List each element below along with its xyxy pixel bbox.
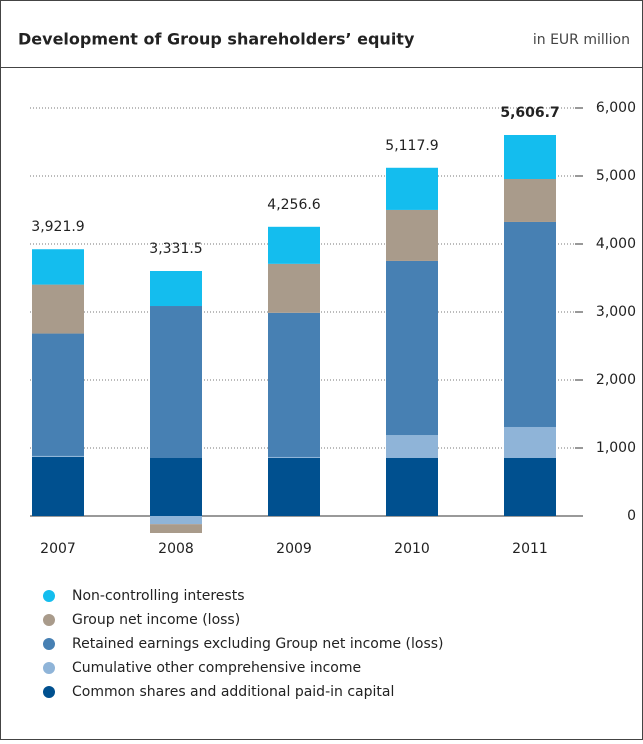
legend-marker bbox=[43, 662, 55, 674]
legend-marker bbox=[43, 638, 55, 650]
total-label: 5,117.9 bbox=[385, 138, 438, 154]
bar-segment bbox=[150, 306, 202, 458]
bar-segment bbox=[150, 516, 202, 525]
bar-segment bbox=[386, 457, 438, 516]
bar-segment bbox=[32, 456, 84, 516]
bar-segment bbox=[150, 270, 202, 307]
x-tick-label: 2008 bbox=[158, 541, 194, 557]
bar-segment bbox=[150, 457, 202, 516]
chart-title: Development of Group shareholders’ equit… bbox=[18, 30, 415, 49]
chart-subtitle: in EUR million bbox=[533, 32, 630, 48]
x-tick-label: 2007 bbox=[40, 541, 76, 557]
bar-segment bbox=[504, 426, 556, 458]
bar-segment bbox=[32, 284, 84, 334]
legend-label: Retained earnings excluding Group net in… bbox=[72, 636, 444, 652]
y-tick-label: 0 bbox=[627, 508, 636, 524]
bar-segment bbox=[504, 134, 556, 179]
bar-segment bbox=[268, 312, 320, 457]
y-tick-label: 3,000 bbox=[596, 304, 636, 320]
total-label: 4,256.6 bbox=[267, 197, 321, 213]
y-tick-label: 1,000 bbox=[596, 440, 636, 456]
x-tick-label: 2009 bbox=[276, 541, 312, 557]
total-label: 3,921.9 bbox=[31, 219, 84, 235]
bar-segment bbox=[32, 333, 84, 456]
bar-segment bbox=[386, 209, 438, 261]
total-label: 3,331.5 bbox=[149, 241, 202, 257]
bar-segment bbox=[504, 178, 556, 222]
y-tick-label: 6,000 bbox=[596, 100, 636, 116]
bar-segment bbox=[268, 456, 320, 458]
legend-marker bbox=[43, 614, 55, 626]
total-label: 5,606.7 bbox=[500, 105, 559, 121]
y-tick-label: 2,000 bbox=[596, 372, 636, 388]
legend-label: Common shares and additional paid-in cap… bbox=[72, 684, 394, 700]
bar-segment bbox=[386, 260, 438, 436]
bar-segment bbox=[32, 249, 84, 285]
bar-segment bbox=[32, 455, 84, 457]
bar-segment bbox=[504, 221, 556, 427]
legend-label: Non-controlling interests bbox=[72, 588, 244, 604]
bar-segment bbox=[386, 435, 438, 458]
y-tick-label: 4,000 bbox=[596, 236, 636, 252]
legend-label: Group net income (loss) bbox=[72, 612, 240, 628]
legend-marker bbox=[43, 686, 55, 698]
bar-segment bbox=[386, 167, 438, 210]
legend-label: Cumulative other comprehensive income bbox=[72, 660, 361, 676]
x-tick-label: 2010 bbox=[394, 541, 430, 557]
y-tick-label: 5,000 bbox=[596, 168, 636, 184]
bar-segment bbox=[268, 457, 320, 516]
bar-segment bbox=[504, 457, 556, 516]
bar-segment bbox=[268, 263, 320, 313]
bar-segment bbox=[268, 226, 320, 264]
x-tick-label: 2011 bbox=[512, 541, 548, 557]
bar-segment bbox=[150, 524, 202, 533]
legend-marker bbox=[43, 590, 55, 602]
